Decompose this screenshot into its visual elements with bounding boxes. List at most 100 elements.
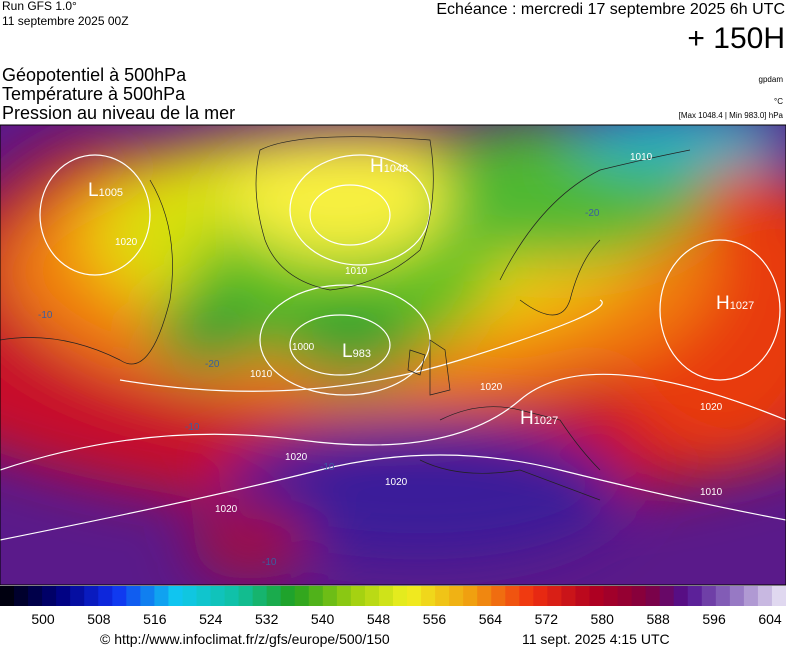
colorbar-labels: 500 508 516 524 532 540 548 556 564 572 580 588 596 6… xyxy=(31,611,782,627)
colorbar-swatch xyxy=(715,586,731,606)
temp-label: -20 xyxy=(585,208,600,219)
colorbar-swatch xyxy=(154,586,169,606)
colorbar-swatch xyxy=(196,586,212,606)
colorbar-swatch xyxy=(126,586,141,606)
unit: [Max 1048.4 | Min 983.0] hPa xyxy=(679,111,784,120)
colorbar-swatch xyxy=(28,586,43,606)
colorbar-swatch xyxy=(477,586,492,606)
colorbar-swatch xyxy=(505,586,520,606)
colorbar-swatch xyxy=(336,586,352,606)
colorbar-swatch xyxy=(659,586,675,606)
center: L983 xyxy=(342,341,371,362)
colorbar-label: 588 xyxy=(646,611,670,627)
colorbar-swatch xyxy=(56,586,71,606)
unit: gpdam xyxy=(759,75,784,84)
colorbar-swatch xyxy=(350,586,366,606)
isobar-label: 1010 xyxy=(345,266,368,277)
colorbar-swatch xyxy=(519,586,534,606)
colorbar-swatch xyxy=(70,586,85,606)
legend-line: Pression au niveau de la mer xyxy=(2,103,235,123)
colorbar-swatch xyxy=(252,586,268,606)
colorbar-swatch xyxy=(0,586,15,606)
colorbar-swatch xyxy=(140,586,155,606)
colorbar-swatch xyxy=(378,586,394,606)
colorbar-swatch xyxy=(757,586,773,606)
colorbar-swatch xyxy=(168,586,183,606)
isobar-label: 1020 xyxy=(285,452,308,463)
colorbar-swatch xyxy=(729,586,745,606)
center: H1027 xyxy=(520,408,558,429)
colorbar-swatch xyxy=(603,586,619,606)
run-date: 11 septembre 2025 00Z xyxy=(2,14,129,28)
header: Run GFS 1.0° 11 septembre 2025 00Z Echéa… xyxy=(2,0,785,123)
colorbar-swatch xyxy=(421,586,436,606)
colorbar-swatch xyxy=(322,586,338,606)
isobar-label: 1020 xyxy=(700,402,723,413)
colorbar-swatch xyxy=(743,586,759,606)
colorbar-label: 524 xyxy=(199,611,223,627)
colorbar-label: 556 xyxy=(423,611,447,627)
isobar-label: 1020 xyxy=(115,237,138,248)
colorbar-swatch xyxy=(238,586,254,606)
colorbar-swatch xyxy=(533,586,548,606)
isobar-label: 1010 xyxy=(250,369,273,380)
colorbar-label: 564 xyxy=(479,611,503,627)
colorbar-label: 532 xyxy=(255,611,279,627)
colorbar-swatch xyxy=(308,586,324,606)
colorbar-label: 596 xyxy=(702,611,726,627)
center: H1027 xyxy=(716,293,754,314)
colorbar-swatch xyxy=(589,586,605,606)
colorbar-swatch xyxy=(687,586,703,606)
colorbar-swatch xyxy=(42,586,57,606)
colorbar-swatch xyxy=(561,586,576,606)
legend-line: Température à 500hPa xyxy=(2,84,186,104)
colorbar-swatch xyxy=(294,586,310,606)
unit: °C xyxy=(774,97,783,106)
colorbar-swatch xyxy=(407,586,422,606)
colorbar-swatch xyxy=(112,586,127,606)
isobars xyxy=(0,154,786,541)
colorbar-label: 500 xyxy=(31,611,55,627)
temp-label: -10 xyxy=(185,422,200,433)
labels: L1005 H1048 L983 H1027 H1027 1020 1010 1… xyxy=(38,152,754,568)
colorbar-swatch xyxy=(631,586,647,606)
colorbar-swatch xyxy=(393,586,408,606)
isobar-label: 1020 xyxy=(480,382,503,393)
temp-label: -10 xyxy=(262,557,277,568)
colorbar-swatch xyxy=(364,586,380,606)
colorbar-swatch xyxy=(491,586,506,606)
colorbar-label: 604 xyxy=(758,611,782,627)
colorbar-swatch xyxy=(224,586,240,606)
colorbar-label: 572 xyxy=(535,611,559,627)
center: L1005 xyxy=(88,180,123,201)
colorbar-swatch xyxy=(673,586,689,606)
step: + 150H xyxy=(687,22,785,55)
map: L1005 H1048 L983 H1027 H1027 1020 1010 1… xyxy=(0,125,786,585)
isobar-label: 1020 xyxy=(215,504,238,515)
colorbar-swatch xyxy=(449,586,464,606)
isobar-label: 1020 xyxy=(385,477,408,488)
colorbar-swatch xyxy=(547,586,562,606)
footer-url: © http://www.infoclimat.fr/z/gfs/europe/… xyxy=(100,631,390,647)
colorbar-swatch xyxy=(280,586,296,606)
colorbar-label: 540 xyxy=(311,611,335,627)
temp-label: -10 xyxy=(320,462,335,473)
colorbar-swatch xyxy=(435,586,450,606)
temp-label: -20 xyxy=(205,359,220,370)
isobar-label: 1010 xyxy=(700,487,723,498)
colorbar-label: 580 xyxy=(591,611,615,627)
colorbar-swatch xyxy=(771,586,786,606)
echeance: Echéance : mercredi 17 septembre 2025 6h… xyxy=(436,1,785,18)
colorbar-swatch xyxy=(645,586,661,606)
colorbar-swatch xyxy=(98,586,113,606)
isobar-label: 1010 xyxy=(630,152,653,163)
colorbar-label: 508 xyxy=(87,611,111,627)
colorbar-swatch xyxy=(617,586,633,606)
colorbar-swatch xyxy=(210,586,226,606)
run: Run GFS 1.0° xyxy=(2,0,77,13)
colorbar-swatch xyxy=(266,586,282,606)
center: H1048 xyxy=(370,156,408,177)
coastlines xyxy=(0,136,691,501)
colorbar-swatch xyxy=(701,586,717,606)
